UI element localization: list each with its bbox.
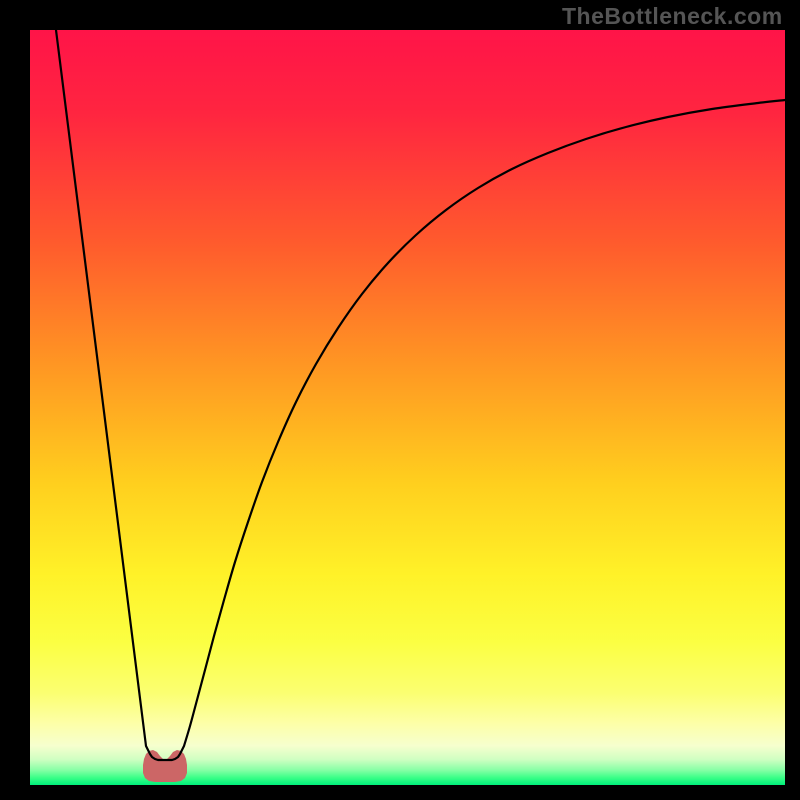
plot-background (30, 30, 785, 785)
chart-container: TheBottleneck.com (0, 0, 800, 800)
chart-svg (0, 0, 800, 800)
watermark-text: TheBottleneck.com (562, 3, 783, 30)
